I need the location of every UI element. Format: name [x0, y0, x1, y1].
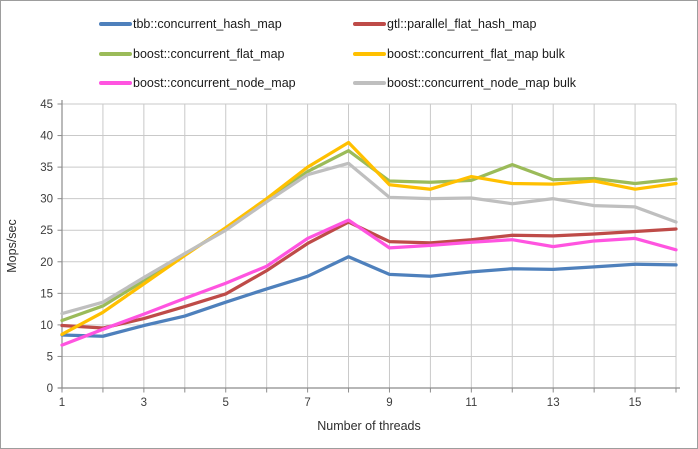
legend-line-marker	[99, 81, 132, 85]
legend-label: boost::concurrent_node_map bulk	[387, 76, 577, 90]
y-tick-label: 30	[40, 194, 53, 206]
series-line-boost-concurrent-node-map-bulk	[60, 161, 678, 316]
legend-label: boost::concurrent_flat_map bulk	[387, 47, 565, 61]
x-tick-label: 5	[223, 397, 229, 409]
y-tick-label: 25	[40, 225, 53, 237]
x-axis-title: Number of threads	[317, 419, 421, 433]
legend-line-marker	[99, 22, 132, 26]
y-tick-label: 35	[40, 162, 53, 174]
y-tick-label: 20	[40, 257, 53, 269]
legend-label: gtl::parallel_flat_hash_map	[387, 17, 537, 31]
legend-item: boost::concurrent_node_map bulk	[353, 75, 576, 91]
series-line-boost-concurrent-node-map	[60, 218, 678, 347]
x-tick-label: 15	[629, 397, 642, 409]
series-line-gtl-parallel-flat-hash-map	[60, 220, 678, 330]
legend-line-marker	[99, 52, 132, 56]
x-tick-label: 11	[465, 397, 477, 409]
tick-marks	[57, 103, 677, 393]
legend-item: boost::concurrent_flat_map bulk	[353, 46, 565, 62]
x-tick-label: 1	[59, 397, 65, 409]
y-tick-label: 10	[40, 320, 53, 332]
legend-label: boost::concurrent_flat_map	[133, 47, 285, 61]
x-tick-label: 9	[386, 397, 392, 409]
x-gridlines	[102, 104, 677, 388]
y-tick-label: 5	[47, 351, 53, 363]
legend-item: gtl::parallel_flat_hash_map	[353, 16, 536, 32]
series-line-tbb-concurrent-hash-map	[60, 255, 678, 338]
y-tick-label: 40	[40, 131, 53, 143]
legend-item: tbb::concurrent_hash_map	[99, 16, 282, 32]
legend-line-marker	[353, 81, 386, 85]
y-axis-title: Mops/sec	[5, 219, 19, 273]
legend-label: tbb::concurrent_hash_map	[133, 17, 282, 31]
x-tick-label: 7	[304, 397, 310, 409]
y-tick-label: 45	[40, 99, 53, 111]
legend-line-marker	[353, 22, 386, 26]
x-tick-label: 3	[141, 397, 147, 409]
axes	[58, 100, 680, 389]
legend-label: boost::concurrent_node_map	[133, 76, 296, 90]
legend-line-marker	[353, 52, 386, 56]
series-line-boost-concurrent-flat-map-bulk	[60, 140, 678, 336]
legend-item: boost::concurrent_node_map	[99, 75, 296, 91]
y-tick-label: 0	[47, 383, 53, 395]
legend-item: boost::concurrent_flat_map	[99, 46, 284, 62]
series-lines	[60, 140, 678, 347]
x-tick-label: 13	[547, 397, 560, 409]
y-tick-label: 15	[40, 288, 53, 300]
